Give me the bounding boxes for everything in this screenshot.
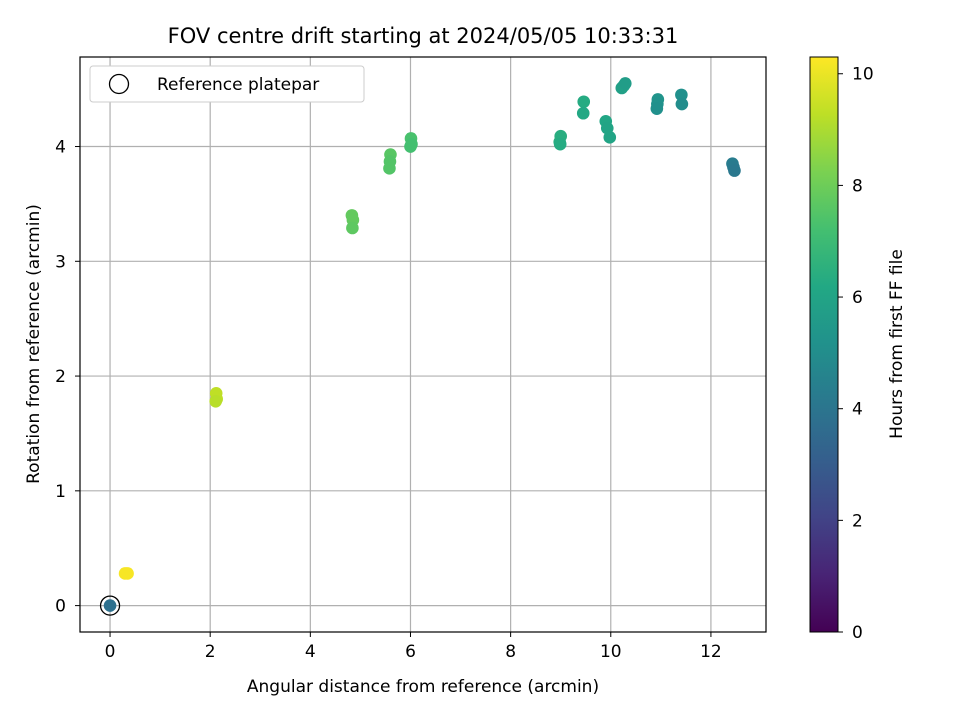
y-tick-label: 0 [55,597,66,617]
data-point [209,395,222,408]
y-tick-label: 2 [55,367,66,387]
data-point [576,106,590,120]
data-point [383,162,396,175]
legend-box [89,65,365,103]
data-point [577,95,591,109]
colorbar-tick-label: 10 [852,65,874,85]
data-points [103,77,741,612]
legend-marker [108,73,130,95]
y-tick-label: 1 [55,482,66,502]
data-point [728,164,741,177]
reference-marker-layer [99,595,121,616]
chart-title: FOV centre drift starting at 2024/05/05 … [168,24,679,48]
data-point [405,137,418,151]
x-tick-label: 2 [205,642,216,662]
y-tick-label: 3 [55,252,66,272]
x-tick-label: 4 [305,642,316,662]
data-point [553,137,567,151]
data-point [675,97,689,111]
colorbar-label: Hours from first FF file [887,249,907,439]
colorbar-tick-label: 0 [852,623,863,643]
y-axis-label: Rotation from reference (arcmin) [24,204,44,484]
data-point [603,131,617,144]
legend-label: Reference platepar [157,75,319,95]
colorbar-tick-label: 2 [852,511,863,531]
data-point [346,221,359,235]
x-tick-label: 10 [600,642,622,662]
plot-frame [79,56,767,633]
reference-marker [99,595,121,616]
colorbar: 0 2 4 6 8 10 Hours from first FF file [809,56,907,643]
colorbar-ticks: 0 2 4 6 8 10 [838,65,874,643]
y-axis-ticks: 0 1 2 3 4 [55,138,80,617]
grid [80,57,766,632]
data-point [650,102,664,115]
colorbar-gradient [809,56,839,633]
x-tick-label: 6 [405,642,416,662]
x-tick-label: 12 [700,642,722,662]
x-axis-label: Angular distance from reference (arcmin) [247,677,599,697]
colorbar-tick-label: 4 [852,400,863,420]
legend: Reference platepar [89,65,365,103]
x-tick-label: 8 [505,642,516,662]
x-axis-ticks: 0 2 4 6 8 10 12 [105,632,722,662]
data-point [675,88,688,102]
y-tick-label: 4 [55,138,66,158]
data-point [118,567,132,580]
colorbar-tick-label: 8 [852,176,863,196]
x-tick-label: 0 [105,642,116,662]
data-point [103,599,117,612]
colorbar-tick-label: 6 [852,288,863,308]
data-point [618,77,632,90]
